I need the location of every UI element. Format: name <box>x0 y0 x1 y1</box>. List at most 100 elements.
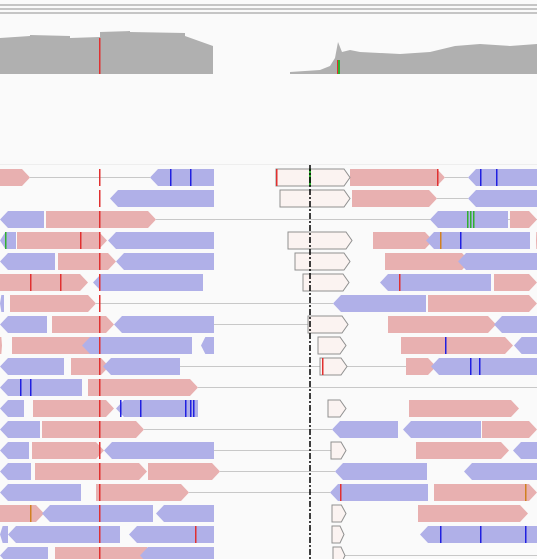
forward-read[interactable] <box>52 316 114 333</box>
reverse-read[interactable] <box>426 232 530 249</box>
reverse-read[interactable] <box>0 253 55 270</box>
forward-read[interactable] <box>0 337 2 354</box>
reverse-read[interactable] <box>335 463 427 480</box>
reverse-read[interactable] <box>380 274 491 291</box>
soft-clipped-read[interactable] <box>327 399 347 418</box>
forward-read[interactable] <box>373 232 433 249</box>
reverse-read[interactable] <box>468 190 537 207</box>
forward-read[interactable] <box>385 253 470 270</box>
soft-clipped-read[interactable] <box>332 546 346 559</box>
forward-read[interactable] <box>0 505 44 522</box>
reverse-read[interactable] <box>464 463 537 480</box>
reverse-read[interactable] <box>0 316 47 333</box>
forward-read[interactable] <box>10 295 96 312</box>
forward-read[interactable] <box>0 169 30 186</box>
reverse-read[interactable] <box>514 337 537 354</box>
forward-read[interactable] <box>510 211 537 228</box>
forward-read[interactable] <box>88 379 198 396</box>
reverse-read[interactable] <box>0 463 31 480</box>
reverse-read[interactable] <box>104 442 214 459</box>
soft-clipped-read[interactable] <box>330 441 347 460</box>
reverse-read[interactable] <box>8 526 120 543</box>
reverse-read[interactable] <box>201 337 214 354</box>
forward-read[interactable] <box>350 169 445 186</box>
forward-read[interactable] <box>388 316 496 333</box>
reverse-read[interactable] <box>93 274 203 291</box>
reverse-read[interactable] <box>156 505 214 522</box>
forward-read[interactable] <box>428 295 537 312</box>
reverse-read[interactable] <box>42 505 153 522</box>
reverse-read[interactable] <box>0 526 8 543</box>
reverse-read[interactable] <box>82 337 192 354</box>
forward-read[interactable] <box>416 442 509 459</box>
forward-read[interactable] <box>17 232 107 249</box>
reverse-read[interactable] <box>403 421 481 438</box>
reverse-read[interactable] <box>0 484 81 501</box>
reverse-read[interactable] <box>114 316 214 333</box>
soft-clipped-read[interactable] <box>275 168 351 187</box>
forward-read[interactable] <box>418 505 528 522</box>
soft-clipped-read[interactable] <box>317 336 347 355</box>
soft-clipped-read[interactable] <box>302 273 350 292</box>
reverse-read[interactable] <box>0 379 82 396</box>
forward-read[interactable] <box>58 253 116 270</box>
reverse-read[interactable] <box>420 526 537 543</box>
forward-read[interactable] <box>482 421 537 438</box>
forward-read[interactable] <box>96 484 189 501</box>
reverse-read[interactable] <box>108 232 214 249</box>
forward-read[interactable] <box>352 190 437 207</box>
forward-read[interactable] <box>46 211 156 228</box>
reverse-read[interactable] <box>332 421 398 438</box>
reverse-read[interactable] <box>103 358 180 375</box>
forward-read[interactable] <box>148 463 220 480</box>
reverse-read[interactable] <box>110 190 214 207</box>
forward-read[interactable] <box>409 400 519 417</box>
reverse-read[interactable] <box>0 232 16 249</box>
reverse-read[interactable] <box>116 400 198 417</box>
reverse-read[interactable] <box>431 358 537 375</box>
read-alignments[interactable] <box>0 165 537 559</box>
soft-clipped-read[interactable] <box>287 231 353 250</box>
forward-read[interactable] <box>33 400 114 417</box>
soft-clipped-read[interactable] <box>331 504 347 523</box>
forward-read[interactable] <box>35 463 147 480</box>
reverse-read[interactable] <box>333 295 426 312</box>
reverse-read[interactable] <box>0 442 29 459</box>
soft-clipped-read[interactable] <box>319 357 348 376</box>
forward-read[interactable] <box>12 337 98 354</box>
feature-panel[interactable] <box>0 74 537 165</box>
forward-read[interactable] <box>42 421 144 438</box>
forward-read[interactable] <box>401 337 513 354</box>
soft-clipped-read[interactable] <box>307 315 349 334</box>
forward-read[interactable] <box>32 442 104 459</box>
mismatch-base <box>525 526 527 543</box>
forward-read[interactable] <box>406 358 436 375</box>
coverage-track[interactable] <box>0 16 537 74</box>
forward-read[interactable] <box>0 274 88 291</box>
reverse-read[interactable] <box>0 358 64 375</box>
forward-read[interactable] <box>494 274 537 291</box>
reverse-read[interactable] <box>458 253 537 270</box>
reverse-read[interactable] <box>116 253 214 270</box>
forward-read[interactable] <box>55 547 155 559</box>
reverse-read[interactable] <box>0 211 44 228</box>
reverse-read[interactable] <box>330 484 428 501</box>
reverse-read[interactable] <box>0 421 40 438</box>
reverse-read[interactable] <box>513 442 537 459</box>
mismatch-base-t <box>99 169 101 186</box>
reverse-read[interactable] <box>468 169 537 186</box>
reverse-read[interactable] <box>0 400 24 417</box>
reverse-read[interactable] <box>430 211 508 228</box>
reverse-read[interactable] <box>0 295 4 312</box>
soft-clipped-read[interactable] <box>294 252 351 271</box>
forward-read[interactable] <box>434 484 537 501</box>
reverse-read[interactable] <box>140 547 214 559</box>
soft-clipped-read[interactable] <box>331 525 345 544</box>
reverse-read[interactable] <box>150 169 214 186</box>
soft-clipped-read[interactable] <box>279 189 351 208</box>
mismatch-base-t <box>99 295 101 312</box>
reverse-read[interactable] <box>0 547 48 559</box>
reverse-read[interactable] <box>129 526 214 543</box>
reverse-read[interactable] <box>494 316 537 333</box>
